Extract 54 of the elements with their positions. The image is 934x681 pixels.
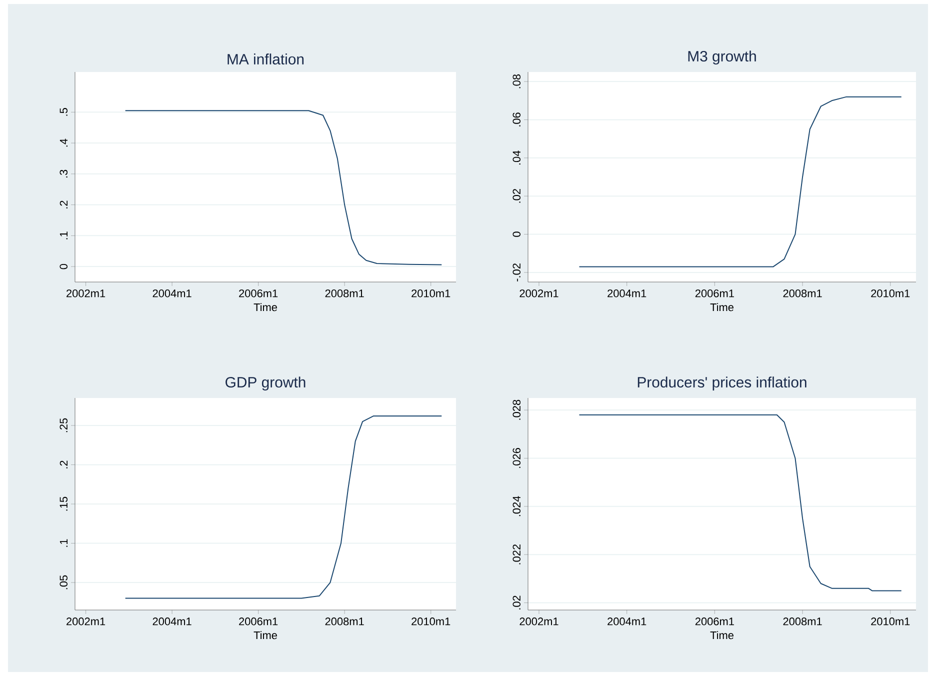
line-series [578,96,902,268]
x-tick-label: 2002m1 [520,618,558,626]
x-tick-label: 2002m1 [66,618,106,626]
x-tick-label: 2006m1 [695,618,734,626]
y-tick-label: .026 [512,448,521,468]
x-tick-label: 2010m1 [871,618,910,626]
x-axis-title: Time [254,631,277,640]
x-tick-label: 2004m1 [152,618,192,626]
y-tick-label: 0 [60,264,68,270]
y-tick-label: .02 [512,596,521,610]
y-tick-label: .08 [512,74,521,88]
chart-title: Producers' prices inflation [638,376,806,390]
y-tick-label: .028 [512,400,521,420]
y-tick-label: .1 [60,539,68,547]
y-tick-label: .15 [60,496,68,511]
x-tick-label: 2006m1 [239,290,278,298]
x-axis-title: Time [254,303,277,312]
x-tick-label: 2008m1 [783,618,822,626]
y-tick-label: .5 [60,108,68,116]
chart-title: MA inflation [228,54,304,64]
y-tick-label: .022 [512,544,521,564]
line-series [124,416,442,599]
x-axis-title: Time [710,631,734,640]
chart-title: GDP growth [226,376,306,390]
y-tick-label: .1 [60,232,68,240]
x-tick-label: 2004m1 [608,290,646,298]
x-tick-label: 2002m1 [66,290,106,298]
x-tick-label: 2010m1 [412,290,450,298]
x-tick-label: 2002m1 [520,290,558,298]
x-tick-label: 2006m1 [239,618,278,626]
y-tick-label: .2 [60,460,68,468]
y-tick-label: .2 [60,200,68,208]
line-series [578,414,902,592]
y-tick-label: .02 [512,189,521,203]
x-tick-label: 2006m1 [695,290,734,298]
y-tick-label: .25 [60,418,68,432]
chart-title: M3 growth [688,50,756,64]
x-tick-label: 2010m1 [412,618,450,626]
y-tick-label: 0 [512,232,521,237]
line-series [124,110,442,266]
y-tick-label: .4 [60,138,68,147]
y-tick-label: .05 [60,575,68,590]
y-tick-label: .3 [60,170,68,178]
y-tick-label: -.02 [512,264,521,282]
y-tick-label: .024 [512,496,521,516]
x-tick-label: 2004m1 [608,618,646,626]
x-tick-label: 2008m1 [325,618,364,626]
x-tick-label: 2010m1 [871,290,910,298]
x-tick-label: 2008m1 [783,290,822,298]
x-axis-title: Time [710,303,734,312]
y-tick-label: .04 [512,150,521,165]
y-tick-label: .06 [512,112,521,126]
x-tick-label: 2004m1 [152,290,192,298]
x-tick-label: 2008m1 [325,290,364,298]
